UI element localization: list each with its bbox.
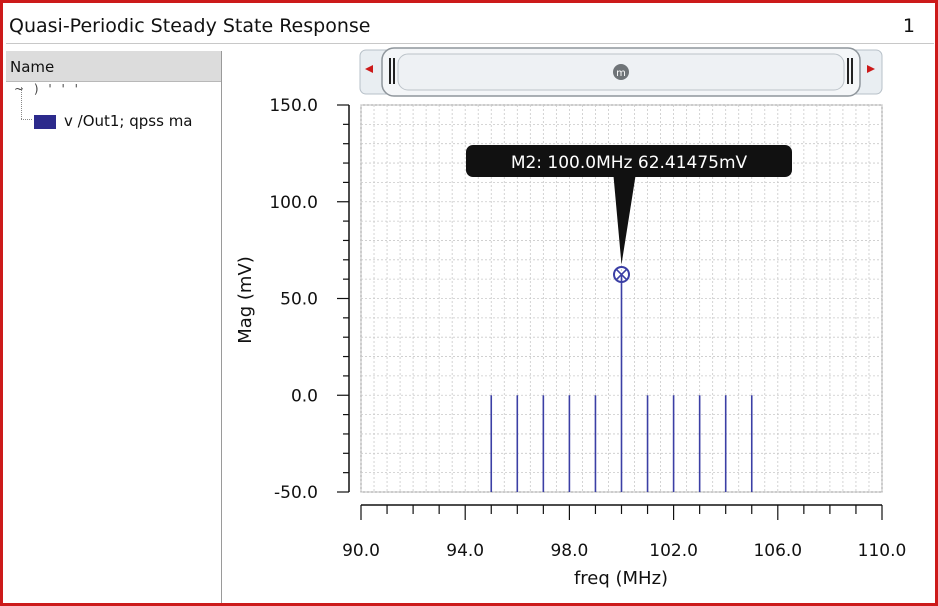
scroll-left-arrow-icon[interactable] — [365, 65, 373, 73]
marker-m2[interactable]: M2: 100.0MHz 62.41475mV — [466, 145, 792, 283]
x-tick-label: 110.0 — [858, 541, 907, 561]
y-tick-label: 100.0 — [269, 193, 318, 213]
y-axis: 150.0 100.0 50.0 0.0 -50.0 — [269, 96, 350, 503]
trace-list-panel: Name ~ ) ' ' ' v /Out1; qpss ma — [6, 51, 222, 603]
trace-name-label[interactable]: v /Out1; qpss ma — [64, 112, 193, 130]
window-title: Quasi-Periodic Steady State Response — [9, 15, 371, 37]
subwindow-number: 1 — [902, 15, 915, 37]
x-axis: 90.0 94.0 98.0 102.0 106.0 110.0 — [342, 504, 907, 561]
marker-callout-box[interactable] — [466, 145, 792, 177]
truncated-tree-row[interactable]: ~ ) ' ' ' — [14, 82, 81, 96]
x-tick-label: 90.0 — [342, 541, 380, 561]
title-separator — [6, 43, 934, 44]
thumb-center-label: m — [616, 68, 626, 79]
scroll-right-arrow-icon[interactable] — [867, 65, 875, 73]
y-tick-label: 50.0 — [280, 290, 318, 310]
x-axis-label: freq (MHz) — [574, 568, 668, 589]
x-tick-label: 106.0 — [753, 541, 802, 561]
y-tick-label: -50.0 — [274, 483, 318, 503]
x-tick-label: 102.0 — [649, 541, 698, 561]
name-column-label: Name — [10, 58, 55, 76]
x-tick-label: 94.0 — [446, 541, 484, 561]
zoom-scroll-bar[interactable]: m — [359, 47, 883, 97]
x-tick-label: 98.0 — [550, 541, 588, 561]
y-tick-label: 0.0 — [291, 386, 318, 406]
trace-color-swatch[interactable] — [34, 115, 56, 129]
name-column-header[interactable]: Name — [6, 51, 221, 82]
y-tick-label: 150.0 — [269, 96, 318, 116]
marker-callout-pointer — [613, 176, 636, 265]
tree-connector-horizontal — [21, 119, 32, 120]
tree-connector-vertical — [21, 87, 22, 119]
thumb-center-grip-icon[interactable] — [613, 64, 629, 80]
marker-callout-label: M2: 100.0MHz 62.41475mV — [511, 153, 748, 173]
marker-cross-icon[interactable] — [613, 265, 630, 283]
y-axis-label: Mag (mV) — [235, 256, 256, 344]
trace-stems[interactable] — [490, 274, 753, 492]
